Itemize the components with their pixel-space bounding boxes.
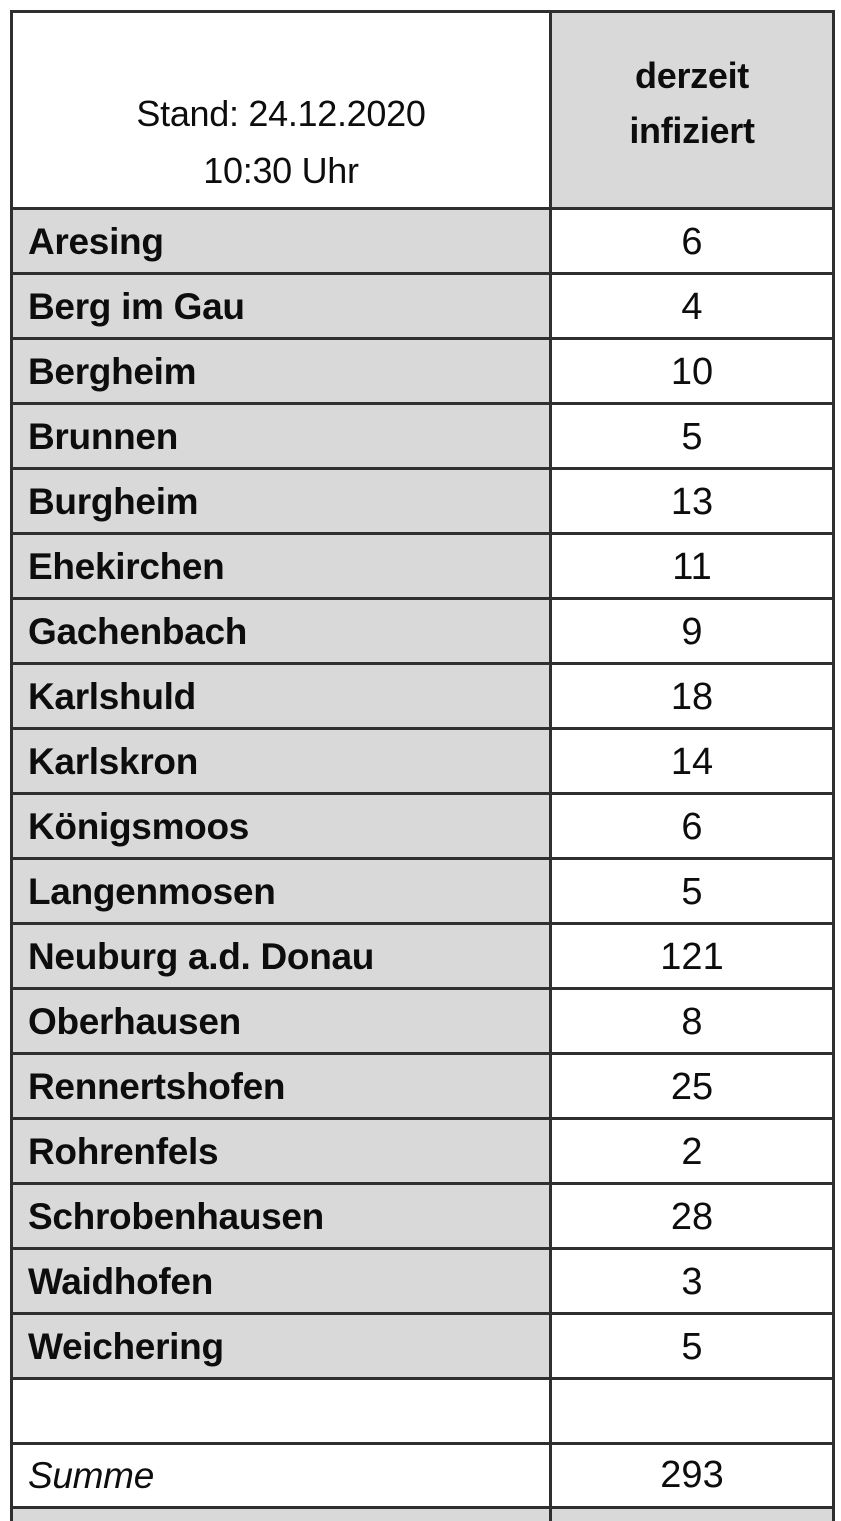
table-row: Aresing 6 [10,207,835,275]
table-row: Oberhausen 8 [10,987,835,1055]
infected-count: 11 [549,532,835,600]
infected-count: 2 [549,1117,835,1185]
municipality-name: Langenmosen [10,857,552,925]
table-row: Langenmosen 5 [10,857,835,925]
table-row: Karlskron 14 [10,727,835,795]
infection-table: Stand: 24.12.2020 10:30 Uhr derzeit infi… [10,10,835,1521]
clipped-value-cell [549,1506,835,1521]
municipality-name: Karlshuld [10,662,552,730]
municipality-name: Burgheim [10,467,552,535]
infected-count: 6 [549,792,835,860]
municipality-name: Neuburg a.d. Donau [10,922,552,990]
infected-count: 5 [549,857,835,925]
infected-count: 4 [549,272,835,340]
table-row: Berg im Gau 4 [10,272,835,340]
infected-count: 3 [549,1247,835,1315]
municipality-name: Berg im Gau [10,272,552,340]
municipality-name: Ehekirchen [10,532,552,600]
municipality-name: Rohrenfels [10,1117,552,1185]
table-header-row: Stand: 24.12.2020 10:30 Uhr derzeit infi… [10,10,835,210]
table-row: Gachenbach 9 [10,597,835,665]
empty-name-cell [10,1377,552,1445]
municipality-name: Karlskron [10,727,552,795]
infected-count: 5 [549,1312,835,1380]
municipality-name: Brunnen [10,402,552,470]
value-header-line2: infiziert [629,110,755,151]
table-row: Waidhofen 3 [10,1247,835,1315]
stand-date-line1: Stand: 24.12.2020 [136,93,426,134]
infected-count: 18 [549,662,835,730]
summary-total-value: 293 [549,1442,835,1509]
table-row: Schrobenhausen 28 [10,1182,835,1250]
table-row: Rohrenfels 2 [10,1117,835,1185]
table-row: Königsmoos 6 [10,792,835,860]
table-row: Ehekirchen 11 [10,532,835,600]
infected-count: 28 [549,1182,835,1250]
table-row: Bergheim 10 [10,337,835,405]
municipality-name: Oberhausen [10,987,552,1055]
municipality-name: Rennertshofen [10,1052,552,1120]
infected-count: 25 [549,1052,835,1120]
infected-count: 5 [549,402,835,470]
table-row: Burgheim 13 [10,467,835,535]
value-header-line1: derzeit [635,55,749,96]
municipality-name: Weichering [10,1312,552,1380]
table-row: Brunnen 5 [10,402,835,470]
column-header-derzeit-infiziert: derzeit infiziert [549,10,835,210]
table-row: Weichering 5 [10,1312,835,1380]
infected-count: 10 [549,337,835,405]
summary-row: Summe 293 [10,1442,835,1509]
municipality-name: Waidhofen [10,1247,552,1315]
infected-count: 121 [549,922,835,990]
infected-count: 14 [549,727,835,795]
empty-spacer-row [10,1377,835,1445]
empty-value-cell [549,1377,835,1445]
infected-count: 9 [549,597,835,665]
table-row: Karlshuld 18 [10,662,835,730]
table-body: Aresing 6 Berg im Gau 4 Bergheim 10 Brun… [10,207,835,1380]
municipality-name: Gachenbach [10,597,552,665]
municipality-name: Aresing [10,207,552,275]
municipality-name: Schrobenhausen [10,1182,552,1250]
stand-date-cell: Stand: 24.12.2020 10:30 Uhr [10,10,552,210]
summary-label: Summe [10,1442,552,1509]
table-row: Rennertshofen 25 [10,1052,835,1120]
infected-count: 6 [549,207,835,275]
municipality-name: Bergheim [10,337,552,405]
table-row: Neuburg a.d. Donau 121 [10,922,835,990]
municipality-name: Königsmoos [10,792,552,860]
clipped-name-cell [10,1506,552,1521]
infected-count: 13 [549,467,835,535]
stand-time-line2: 10:30 Uhr [203,150,359,191]
clipped-bottom-row [10,1506,835,1521]
infected-count: 8 [549,987,835,1055]
